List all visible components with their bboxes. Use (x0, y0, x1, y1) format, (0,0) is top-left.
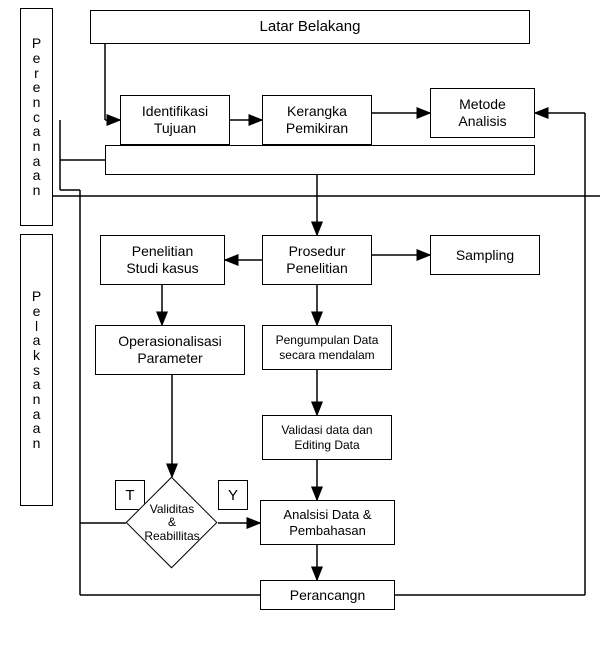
node-label: Pengumpulan Datasecara mendalam (276, 333, 379, 362)
diamond-label: Validitas&Reabillitas (144, 503, 199, 543)
node-label: Y (228, 487, 238, 504)
node-label: Sampling (456, 247, 514, 264)
node-perancangan: Perancangn (260, 580, 395, 610)
node-prosedur-penelitian: ProsedurPenelitian (262, 235, 372, 285)
node-label: Analsisi Data &Pembahasan (283, 507, 371, 538)
node-label: KerangkaPemikiran (286, 103, 348, 137)
node-label: PenelitianStudi kasus (126, 243, 198, 277)
decision-label-y: Y (218, 480, 248, 510)
node-identifikasi-tujuan: IdentifikasiTujuan (120, 95, 230, 145)
node-label: MetodeAnalisis (458, 96, 506, 130)
decision-validitas-reabilitas: Validitas&Reabillitas (126, 477, 218, 569)
node-label: OperasionalisasiParameter (118, 333, 222, 367)
node-label: IdentifikasiTujuan (142, 103, 208, 137)
phase-perencanaan: Perencanaan (20, 8, 53, 226)
node-validasi-editing: Validasi data danEditing Data (262, 415, 392, 460)
node-label: Validasi data danEditing Data (281, 423, 372, 452)
connector-rail (105, 145, 535, 175)
node-sampling: Sampling (430, 235, 540, 275)
node-pengumpulan-data: Pengumpulan Datasecara mendalam (262, 325, 392, 370)
node-metode-analisis: MetodeAnalisis (430, 88, 535, 138)
node-label: ProsedurPenelitian (286, 243, 348, 277)
phase-pelaksanaan: Pelaksanaan (20, 234, 53, 506)
node-label: Latar Belakang (260, 18, 361, 36)
node-operasionalisasi-parameter: OperasionalisasiParameter (95, 325, 245, 375)
node-kerangka-pemikiran: KerangkaPemikiran (262, 95, 372, 145)
node-label: Perancangn (290, 587, 366, 604)
node-analisis-pembahasan: Analsisi Data &Pembahasan (260, 500, 395, 545)
node-latar-belakang: Latar Belakang (90, 10, 530, 44)
node-penelitian-studi-kasus: PenelitianStudi kasus (100, 235, 225, 285)
